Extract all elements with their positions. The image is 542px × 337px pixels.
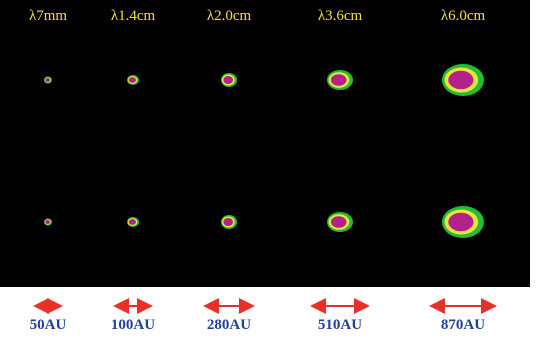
figure: λ7mm 50AU λ1.4cm 100AU λ2.0cm 280AU λ3.6cm 510A… [0,0,542,337]
scale-label: 50AU [30,317,67,333]
source-core [448,213,473,232]
scale-label: 870AU [441,317,485,333]
scale-label: 510AU [318,317,362,333]
source-core [331,74,347,86]
wavelength-label: λ6.0cm [441,8,486,24]
wavelength-label: λ1.4cm [111,8,156,24]
source-core [223,218,233,226]
scale-label: 280AU [207,317,251,333]
source-core [129,77,136,83]
source-core [331,216,347,228]
source-core [223,76,233,84]
source-core [45,220,50,224]
source-core [45,78,50,82]
source-core [448,71,473,90]
source-core [129,219,136,225]
wavelength-label: λ2.0cm [207,8,252,24]
wavelength-label: λ7mm [29,8,67,24]
image-panel [0,0,530,287]
wavelength-label: λ3.6cm [318,8,363,24]
scale-label: 100AU [111,317,155,333]
